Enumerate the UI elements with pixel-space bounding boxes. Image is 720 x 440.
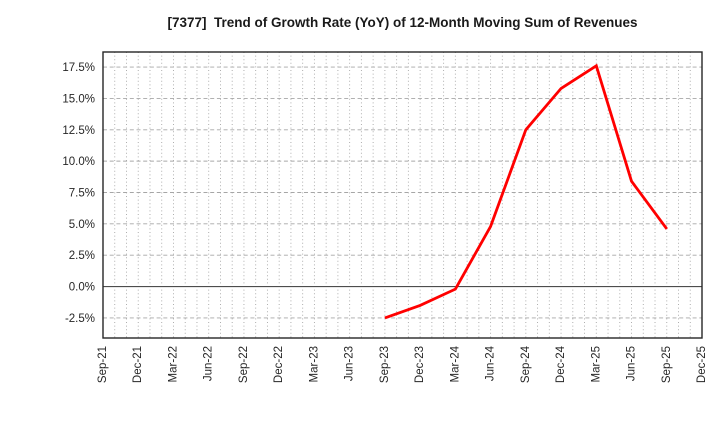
x-tick-label: Dec-24: [555, 345, 567, 383]
y-tick-label: 17.5%: [62, 62, 95, 74]
chart-title: [7377] Trend of Growth Rate (YoY) of 12-…: [167, 15, 638, 30]
x-tick-label: Sep-23: [379, 346, 391, 383]
x-tick-label: Dec-23: [414, 346, 426, 383]
x-tick-label: Mar-25: [590, 346, 602, 382]
x-tick-label: Mar-24: [449, 345, 461, 382]
y-tick-label: 7.5%: [69, 187, 95, 199]
x-tick-label: Jun-22: [203, 346, 215, 381]
x-tick-label: Jun-23: [344, 346, 356, 381]
x-tick-label: Jun-25: [626, 346, 638, 381]
x-tick-label: Dec-25: [696, 346, 708, 383]
x-tick-label: Sep-22: [238, 346, 250, 383]
x-tick-label: Jun-24: [485, 345, 497, 381]
y-tick-label: 12.5%: [62, 125, 95, 137]
x-tick-label: Mar-23: [308, 346, 320, 382]
x-tick-label: Mar-22: [167, 346, 179, 382]
y-tick-label: 5.0%: [69, 219, 95, 231]
x-tick-label: Sep-24: [520, 345, 532, 383]
x-tick-label: Sep-25: [661, 346, 673, 383]
series-line: [384, 63, 668, 320]
y-tick-label: -2.5%: [65, 313, 95, 325]
x-tick-label: Dec-21: [132, 346, 144, 383]
y-tick-label: 10.0%: [62, 156, 95, 168]
plot-border: [102, 51, 703, 339]
y-tick-label: 2.5%: [69, 250, 95, 262]
y-tick-label: 0.0%: [69, 282, 95, 294]
x-tick-label: Dec-22: [273, 346, 285, 383]
x-tick-label: Sep-21: [97, 346, 109, 383]
y-tick-label: 15.0%: [62, 93, 95, 105]
